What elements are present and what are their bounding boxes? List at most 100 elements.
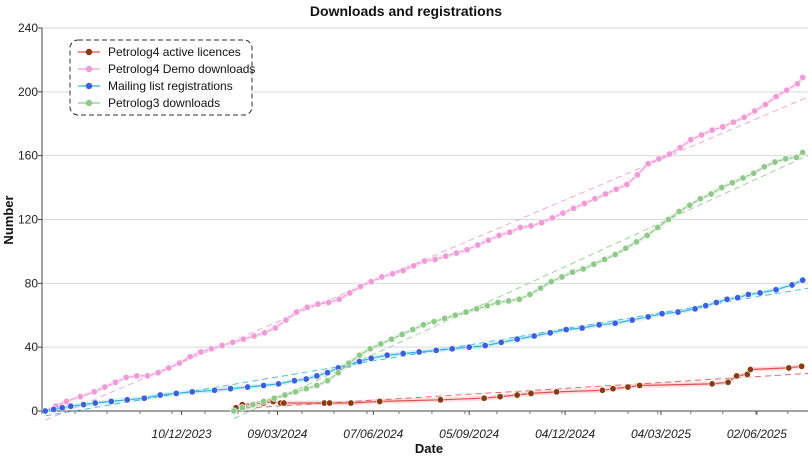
data-point [728, 179, 736, 187]
data-point [436, 396, 444, 404]
data-point [474, 241, 482, 249]
data-point [798, 362, 806, 370]
data-point [67, 402, 75, 410]
data-point [431, 255, 439, 263]
data-point [197, 348, 205, 356]
data-point [188, 388, 196, 396]
data-point [719, 123, 727, 131]
data-point [165, 364, 173, 372]
data-point [367, 354, 375, 362]
x-tick-label: 10/12/2023 [152, 427, 212, 441]
data-point [448, 345, 456, 353]
data-point [611, 251, 619, 259]
data-point [658, 310, 666, 318]
legend-marker [85, 65, 93, 73]
data-point [772, 286, 780, 294]
data-point [674, 308, 682, 316]
legend-item: Petrolog4 active licences [78, 45, 241, 59]
data-point [399, 350, 407, 358]
data-point [497, 338, 505, 346]
data-point [562, 326, 570, 334]
data-point [788, 281, 796, 289]
data-point [739, 174, 747, 182]
trendline-3 [233, 154, 809, 419]
data-point [598, 386, 606, 394]
data-point [462, 308, 470, 316]
data-point [743, 370, 751, 378]
data-point [793, 80, 801, 88]
data-point [249, 401, 257, 409]
legend-label: Petrolog3 downloads [108, 96, 220, 110]
data-point [601, 255, 609, 263]
data-point [50, 405, 58, 413]
data-point [751, 107, 759, 115]
legend-items: Petrolog4 active licences Petrolog4 Demo … [78, 45, 255, 110]
data-point [724, 378, 732, 386]
data-point [546, 329, 554, 337]
data-point [63, 397, 71, 405]
data-point [112, 378, 120, 386]
data-point [355, 351, 363, 359]
data-point [691, 305, 699, 313]
data-point [76, 393, 84, 401]
x-tick-label: 05/09/2024 [439, 427, 499, 441]
series-1 [41, 73, 807, 415]
data-point [271, 324, 279, 332]
chart-title: Downloads and registrations [310, 3, 502, 19]
data-point [632, 238, 640, 246]
data-point [505, 297, 513, 305]
data-point [538, 219, 546, 227]
data-point [250, 332, 258, 340]
data-point [634, 171, 642, 179]
data-point [398, 330, 406, 338]
data-point [530, 332, 538, 340]
data-point [643, 231, 651, 239]
x-tick-label: 04/03/2025 [631, 427, 691, 441]
data-point [376, 397, 384, 405]
data-point [740, 113, 748, 121]
data-point [481, 342, 489, 350]
data-point [442, 252, 450, 260]
data-point [441, 314, 449, 322]
data-point [799, 148, 807, 156]
data-point [760, 163, 768, 171]
data-point [175, 359, 183, 367]
data-point [579, 265, 587, 273]
data-point [746, 366, 754, 374]
data-point [90, 388, 98, 396]
series-3 [230, 148, 807, 415]
data-point [80, 401, 88, 409]
y-tick-label: 40 [25, 340, 39, 354]
data-point [123, 396, 131, 404]
data-point [389, 270, 397, 278]
trendline-2 [45, 287, 809, 417]
data-point [799, 276, 807, 284]
data-point [702, 302, 710, 310]
data-point [122, 373, 130, 381]
data-point [723, 295, 731, 303]
data-point [302, 375, 310, 383]
data-point [473, 305, 481, 313]
data-point [771, 158, 779, 166]
data-point [744, 291, 752, 299]
data-point [495, 231, 503, 239]
data-point [156, 391, 164, 399]
series-line [44, 77, 804, 412]
data-point [729, 118, 737, 126]
data-point [612, 185, 620, 193]
data-point [623, 180, 631, 188]
legend-marker [85, 82, 93, 90]
tick-labels: 0 40 80 120 160 200 240 10/12/2023 09/03/2024 07/… [18, 21, 789, 441]
data-point [697, 131, 705, 139]
y-tick-label: 0 [31, 404, 38, 418]
data-point [324, 369, 332, 377]
data-point [696, 195, 704, 203]
data-point [140, 394, 148, 402]
data-point [383, 351, 391, 359]
data-point [799, 73, 807, 81]
data-point [346, 289, 354, 297]
data-point [290, 377, 298, 385]
x-tick-label: 02/06/2025 [727, 427, 787, 441]
y-tick-label: 160 [18, 149, 38, 163]
